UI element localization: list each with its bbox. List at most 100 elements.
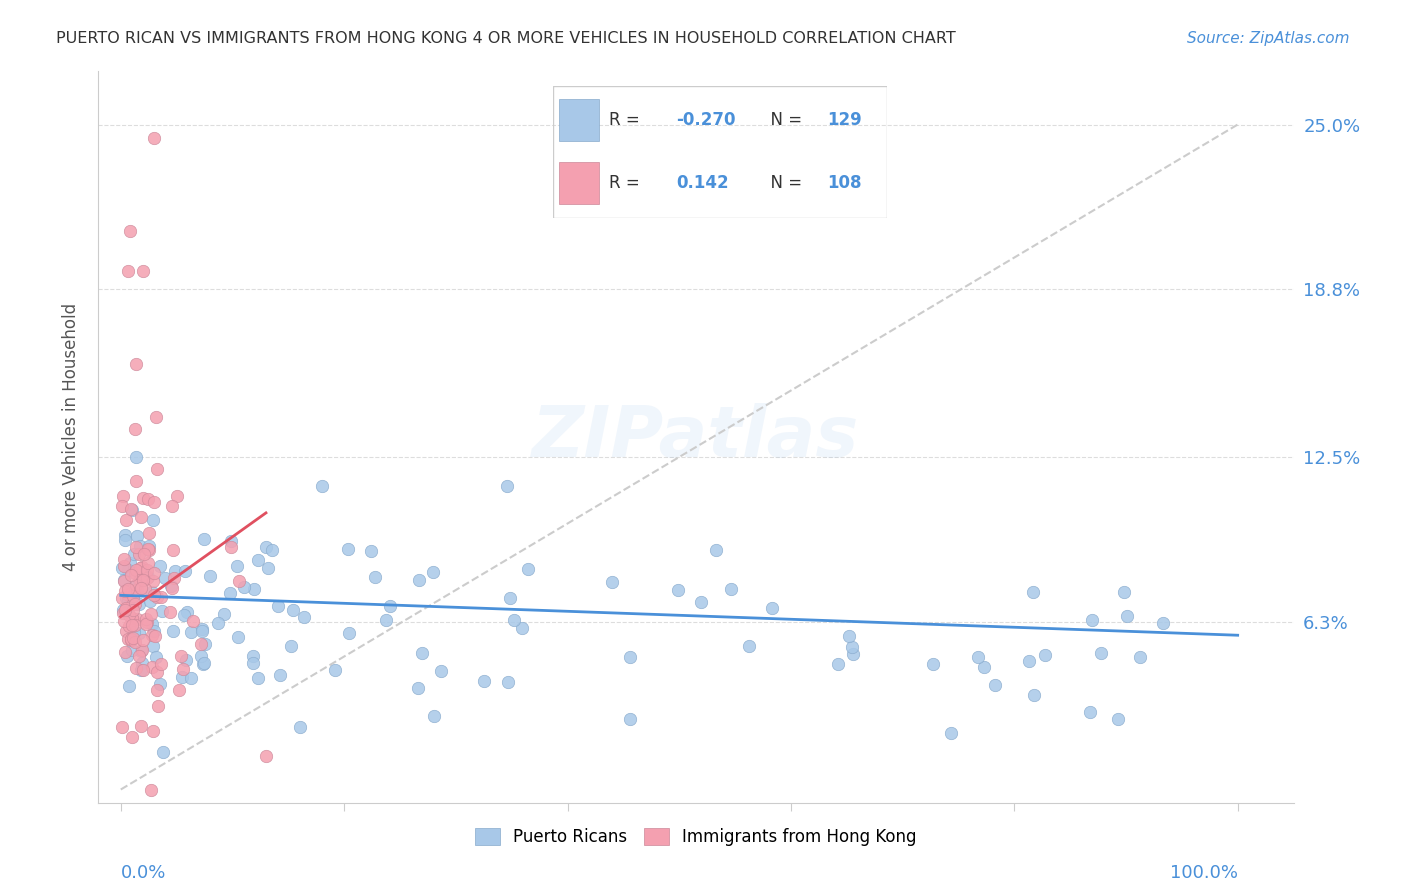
Point [1078,705,1101,719]
Point [257,561,280,575]
Point [267,599,290,613]
Point [181,614,204,628]
Point [121,617,143,632]
Point [125,577,148,591]
Point [124,597,146,611]
Point [149,657,172,671]
Point [111,560,134,574]
Point [254,540,277,554]
Point [111,720,134,734]
Point [260,543,283,558]
Point [233,580,256,594]
Point [141,782,163,797]
Point [115,648,138,663]
Point [166,489,188,503]
Point [121,603,143,617]
Point [124,635,146,649]
Point [117,264,139,278]
Point [142,494,165,508]
Point [132,664,155,678]
Point [122,632,145,646]
Point [145,649,167,664]
Point [142,574,165,588]
Point [142,513,165,527]
Point [190,637,212,651]
Point [280,639,302,653]
Point [363,570,385,584]
Point [408,573,430,587]
Point [162,572,184,586]
Point [128,561,150,575]
Point [111,591,134,605]
Point [122,613,145,627]
Point [170,670,193,684]
Point [120,587,142,601]
Legend: Puerto Ricans, Immigrants from Hong Kong: Puerto Ricans, Immigrants from Hong Kong [468,822,924,853]
Point [145,683,167,698]
Point [112,614,135,628]
Point [336,541,359,556]
Point [143,131,166,145]
Point [323,663,346,677]
Point [176,606,198,620]
Point [114,533,136,547]
Point [1022,585,1045,599]
Point [128,648,150,663]
Point [128,547,150,561]
Point [125,582,148,597]
Point [118,679,141,693]
Point [226,558,249,573]
Point [114,645,136,659]
Point [120,632,142,647]
Point [165,564,187,578]
Point [219,585,242,599]
Point [172,662,194,676]
Point [841,640,863,655]
Point [138,525,160,540]
Point [983,678,1005,692]
Point [666,582,689,597]
Point [129,509,152,524]
Point [132,573,155,587]
Point [194,637,217,651]
Point [1081,613,1104,627]
Point [117,632,139,647]
Point [112,551,135,566]
Point [159,605,181,619]
Point [112,574,135,588]
Point [472,674,495,689]
Point [1090,646,1112,660]
Point [510,620,533,634]
Point [124,547,146,561]
Text: 0.0%: 0.0% [121,864,166,882]
Point [191,624,214,638]
Text: Source: ZipAtlas.com: Source: ZipAtlas.com [1187,31,1350,46]
Point [738,639,761,653]
Point [121,503,143,517]
Point [115,513,138,527]
Point [129,573,152,587]
Point [125,612,148,626]
Point [269,668,291,682]
Point [499,591,522,606]
Point [149,677,172,691]
Point [689,595,711,609]
Point [136,542,159,557]
Point [136,491,159,506]
Point [128,573,150,587]
Point [198,569,221,583]
Point [134,547,156,561]
Point [167,683,190,698]
Point [138,543,160,558]
Point [162,543,184,558]
Point [134,582,156,597]
Point [180,671,202,685]
Point [503,613,526,627]
Point [207,615,229,630]
Point [290,720,312,734]
Point [121,611,143,625]
Point [842,647,865,661]
Point [838,629,860,643]
Point [193,532,215,546]
Point [139,607,162,622]
